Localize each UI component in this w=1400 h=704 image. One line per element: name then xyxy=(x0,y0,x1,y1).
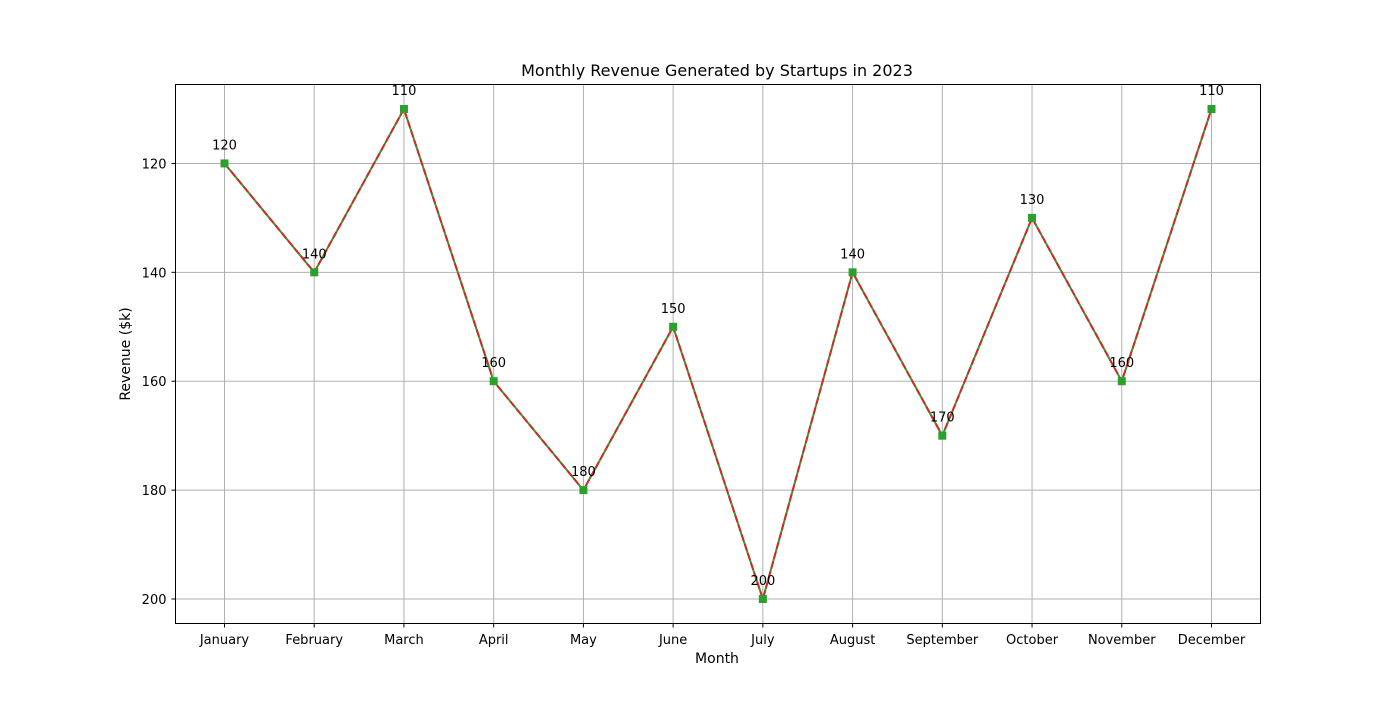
grid-lines xyxy=(175,84,1261,624)
data-label: 120 xyxy=(212,138,237,153)
data-point-marker xyxy=(220,159,229,168)
data-label: 170 xyxy=(930,411,955,426)
data-point-marker xyxy=(1117,377,1126,386)
x-tick-label: May xyxy=(570,633,597,648)
y-tick-label: 180 xyxy=(142,484,167,499)
data-point-marker xyxy=(1028,213,1037,222)
series-line-dashed xyxy=(223,106,1213,603)
data-point-marker xyxy=(310,268,319,277)
data-label: 110 xyxy=(1199,84,1224,99)
x-tick-label: March xyxy=(384,633,424,648)
x-tick-label: October xyxy=(1006,633,1059,648)
data-point-marker xyxy=(579,486,588,495)
x-tick-label: November xyxy=(1088,633,1156,648)
data-labels: 120 140 110 160 180 150 200 140 170 130 160 110 xyxy=(212,84,1224,589)
x-tick-label: July xyxy=(750,633,775,648)
data-label: 160 xyxy=(1109,356,1134,371)
data-point-marker xyxy=(1207,105,1216,113)
plot-area xyxy=(175,84,1261,624)
x-tick-label: August xyxy=(830,633,876,648)
data-point-marker xyxy=(758,595,767,603)
data-label: 180 xyxy=(571,465,596,480)
data-label: 140 xyxy=(840,247,865,262)
data-label: 150 xyxy=(661,302,686,317)
x-tick-label: December xyxy=(1178,633,1246,648)
x-tick-label: September xyxy=(906,633,979,648)
data-label: 140 xyxy=(302,247,327,262)
x-tick-label: June xyxy=(658,633,687,648)
y-axis-label: Revenue ($k) xyxy=(118,307,134,400)
data-point-marker xyxy=(848,268,857,277)
x-axis-label: Month xyxy=(695,651,739,667)
y-tick-label: 120 xyxy=(142,157,167,172)
data-label: 200 xyxy=(750,574,775,589)
y-tick-label: 140 xyxy=(142,266,167,281)
series-line xyxy=(223,106,1213,603)
y-tick-label: 160 xyxy=(142,375,167,390)
data-point-marker xyxy=(669,322,678,331)
data-label: 110 xyxy=(392,84,417,99)
data-point-marker xyxy=(938,431,947,440)
data-point-marker xyxy=(489,377,498,386)
x-tick-label: January xyxy=(199,633,250,648)
x-tick-label: February xyxy=(285,633,343,648)
chart-title: Monthly Revenue Generated by Startups in… xyxy=(521,61,913,80)
series-revenue xyxy=(220,105,1216,603)
axis-ticks: January February March April May June July Augu… xyxy=(142,157,1246,648)
data-label: 130 xyxy=(1020,193,1045,208)
y-tick-label: 200 xyxy=(142,593,167,608)
data-label: 160 xyxy=(481,356,506,371)
x-tick-label: April xyxy=(479,633,509,648)
data-point-marker xyxy=(399,105,408,113)
